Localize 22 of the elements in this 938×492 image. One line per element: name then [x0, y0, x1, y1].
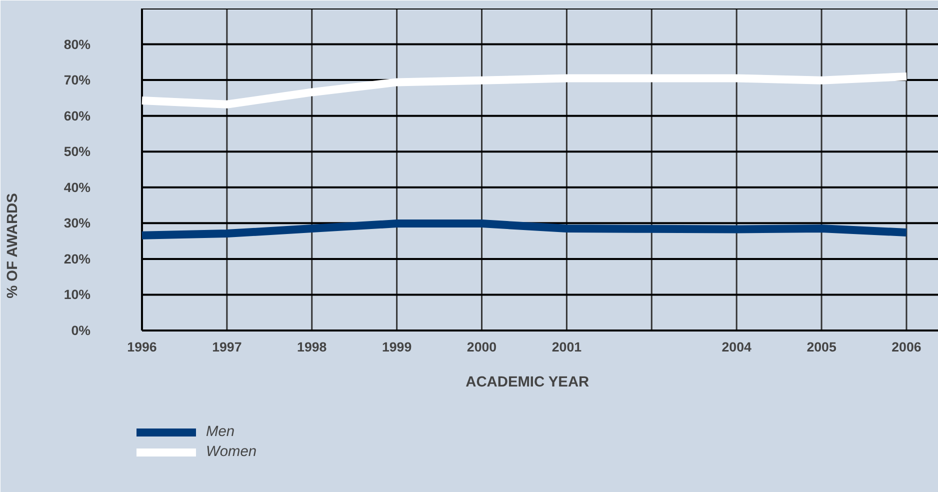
x-tick-label: 1998 [297, 340, 327, 354]
y-tick-label: 50% [64, 144, 91, 160]
x-tick-label: 2004 [722, 340, 752, 354]
x-axis-title: ACADEMIC YEAR [466, 374, 590, 390]
y-tick-label: 70% [64, 72, 91, 88]
y-tick-label: 40% [64, 180, 91, 195]
x-tick-label: 2006 [892, 340, 922, 354]
y-tick-label: 30% [64, 216, 91, 231]
y-tick-label: 0% [71, 323, 91, 338]
y-tick-label: 60% [64, 108, 91, 124]
legend-label: Men [206, 424, 235, 440]
x-tick-label: 2001 [552, 340, 582, 354]
y-tick-label: 80% [64, 36, 91, 52]
y-tick-label: 10% [64, 287, 91, 302]
legend-label: Women [206, 444, 256, 460]
x-tick-label: 1997 [212, 340, 242, 354]
y-tick-label: 20% [64, 251, 91, 266]
x-tick-label: 2005 [806, 340, 837, 354]
x-tick-label: 2000 [466, 340, 497, 354]
y-axis-title: % OF AWARDS [4, 192, 21, 298]
x-tick-label: 1996 [127, 340, 157, 354]
x-tick-label: 1999 [382, 340, 412, 354]
